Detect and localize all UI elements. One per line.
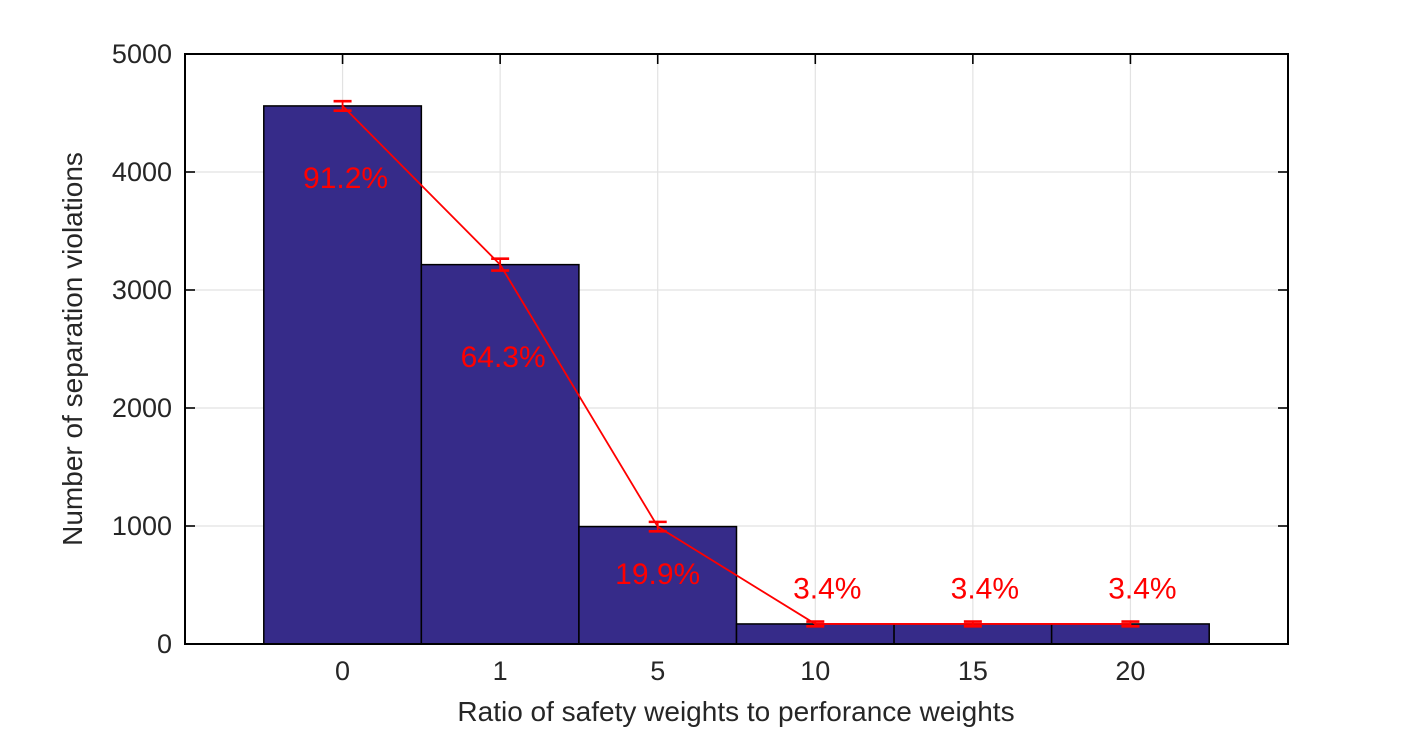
x-tick-label: 20 [1115,656,1145,686]
bars-layer [263,105,1210,645]
percent-label: 3.4% [951,573,1019,606]
axis-box [184,53,1289,645]
x-axis-title: Ratio of safety weights to perforance we… [457,696,1014,727]
percent-label: 3.4% [793,573,861,606]
bar [420,263,580,645]
y-tick-label: 4000 [112,157,172,187]
y-tick-label: 3000 [112,275,172,305]
x-tick-label: 1 [493,656,508,686]
y-axis-title: Number of separation violations [57,152,88,546]
y-tick-label: 0 [157,629,172,659]
labels-layer: 91.2% 64.3% 19.9% 3.4% 3.4% 3.4% [303,162,1177,606]
percent-label: 91.2% [303,162,388,195]
percent-label: 19.9% [615,558,700,591]
x-tick-label: 5 [650,656,665,686]
percent-label: 3.4% [1108,573,1176,606]
bar [578,525,738,645]
y-tick-label: 2000 [112,393,172,423]
y-tick-label: 5000 [112,39,172,69]
y-tick-label: 1000 [112,511,172,541]
x-tick-label: 0 [335,656,350,686]
percent-label: 64.3% [461,341,546,374]
axis-box-layer [184,53,1289,645]
x-tick-label: 15 [958,656,988,686]
trend-line [341,105,1131,625]
trend-layer [333,99,1140,628]
x-tick-label: 10 [800,656,830,686]
